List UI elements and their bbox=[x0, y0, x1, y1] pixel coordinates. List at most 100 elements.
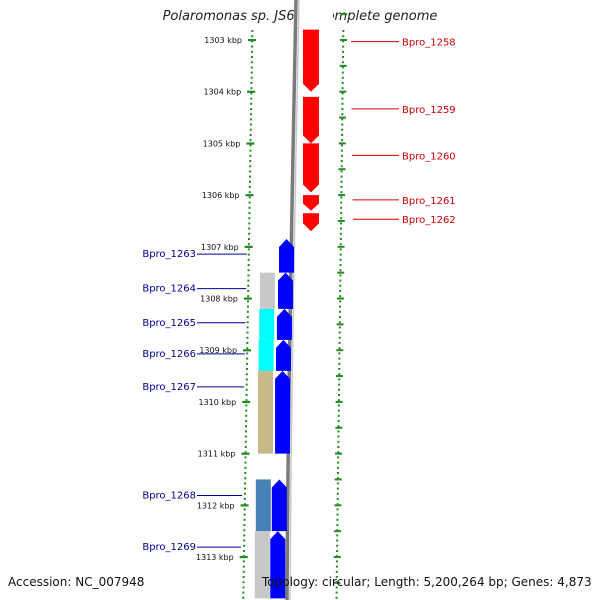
forward-gene-arrow bbox=[303, 195, 319, 211]
ruler-dot bbox=[243, 508, 246, 511]
ruler-dot bbox=[245, 399, 248, 402]
ruler-dot bbox=[242, 586, 245, 589]
ruler-dot bbox=[245, 394, 248, 396]
ruler-dot bbox=[246, 321, 249, 324]
ruler-major-tick bbox=[247, 90, 256, 93]
ruler-dot bbox=[339, 238, 342, 240]
ruler-dot bbox=[341, 66, 344, 69]
ruler-dot bbox=[244, 472, 247, 474]
ruler-dot bbox=[338, 342, 341, 344]
ruler-dot bbox=[245, 420, 248, 422]
ruler-dot bbox=[340, 191, 343, 194]
ruler-dot bbox=[342, 35, 345, 38]
ruler-dot bbox=[336, 487, 339, 490]
ruler-major-tick bbox=[243, 297, 252, 300]
ruler-dot bbox=[247, 295, 250, 298]
ruler-dot bbox=[338, 378, 341, 381]
ruler-dot bbox=[249, 144, 252, 147]
ruler-dot bbox=[248, 222, 251, 225]
ruler-dot bbox=[247, 253, 250, 256]
cog-color-bar bbox=[254, 531, 270, 599]
ruler-dot bbox=[243, 513, 246, 516]
ruler-dot bbox=[336, 492, 339, 495]
ruler-dot bbox=[340, 222, 343, 225]
ruler-dot bbox=[248, 201, 251, 204]
reverse-gene-arrow bbox=[276, 339, 292, 371]
forward-gene-label: Bpro_1258 bbox=[402, 38, 456, 49]
ruler-dot bbox=[337, 472, 340, 474]
forward-gene-arrow bbox=[303, 29, 319, 92]
ruler-dot bbox=[341, 76, 344, 79]
ruler-dot bbox=[340, 160, 343, 162]
forward-gene-label: Bpro_1259 bbox=[402, 105, 456, 116]
ruler-dot bbox=[335, 570, 338, 573]
ruler-dot bbox=[339, 227, 342, 230]
topology-text: Topology: circular; Length: 5,200,264 bp… bbox=[262, 575, 592, 589]
ruler-dot bbox=[339, 274, 342, 277]
ruler-dot bbox=[342, 50, 345, 53]
ruler-dot bbox=[246, 305, 249, 308]
ruler-dot bbox=[247, 284, 250, 287]
ruler-dot bbox=[341, 118, 344, 121]
ruler-dot bbox=[337, 414, 340, 417]
ruler-dot bbox=[340, 206, 343, 209]
ruler-dot bbox=[338, 326, 341, 329]
ruler-dot bbox=[342, 45, 345, 48]
cog-color-bar bbox=[258, 339, 274, 371]
ruler-dot bbox=[335, 565, 338, 568]
ruler-dot bbox=[245, 404, 248, 407]
ruler-major-tick bbox=[241, 452, 250, 455]
ruler-dot bbox=[249, 165, 252, 168]
ruler-minor-tick bbox=[334, 478, 342, 481]
ruler-minor-tick bbox=[335, 426, 343, 429]
ruler-dot bbox=[243, 518, 246, 521]
ruler-major-tick bbox=[244, 245, 253, 248]
reverse-gene-arrow bbox=[275, 370, 291, 454]
ruler-dot bbox=[246, 316, 249, 318]
ruler-minor-tick bbox=[338, 168, 346, 171]
ruler-dot bbox=[245, 383, 248, 386]
ruler-dot bbox=[246, 362, 249, 365]
ruler-dot bbox=[337, 420, 340, 422]
ruler-dot bbox=[339, 269, 342, 272]
ruler-dot bbox=[247, 258, 250, 261]
cog-layer bbox=[254, 272, 275, 599]
ruler-dot bbox=[244, 466, 247, 469]
ruler-minor-tick bbox=[334, 530, 342, 533]
ruler-dot bbox=[245, 373, 248, 376]
ruler-dot bbox=[337, 394, 340, 396]
scale-tick-label: 1303 kbp bbox=[204, 36, 242, 45]
ruler-dot bbox=[335, 560, 338, 563]
ruler-dot bbox=[247, 300, 250, 303]
ruler-dot bbox=[336, 518, 339, 521]
ruler-dot bbox=[246, 310, 249, 313]
ruler-dot bbox=[336, 498, 339, 500]
reverse-gene-arrow bbox=[279, 239, 295, 273]
ruler-dot bbox=[249, 175, 252, 178]
ruler-dot bbox=[338, 336, 341, 339]
ruler-dot bbox=[340, 186, 343, 188]
ruler-dot bbox=[336, 508, 339, 511]
ruler-dot bbox=[342, 56, 345, 58]
ruler-major-tick bbox=[248, 39, 256, 42]
gene-layer bbox=[270, 29, 319, 599]
ruler-dot bbox=[339, 258, 342, 261]
ruler-dot bbox=[251, 35, 254, 38]
ruler-dot bbox=[242, 565, 245, 568]
ruler-minor-tick bbox=[334, 504, 342, 507]
ruler-dot bbox=[338, 357, 341, 360]
ruler-dot bbox=[250, 92, 253, 95]
ruler-dot bbox=[335, 591, 338, 594]
reverse-gene-label: Bpro_1268 bbox=[142, 490, 196, 501]
ruler-dot bbox=[342, 30, 345, 32]
ruler-dot bbox=[244, 477, 247, 480]
ruler-minor-tick bbox=[335, 400, 343, 403]
scale-tick-label: 1304 kbp bbox=[203, 88, 241, 97]
ruler-dot bbox=[243, 550, 246, 552]
backbone-edge bbox=[289, 0, 300, 600]
ruler-dot bbox=[341, 128, 344, 131]
ruler-dot bbox=[248, 227, 251, 230]
ruler-dot bbox=[244, 446, 247, 448]
ruler-dot bbox=[249, 170, 252, 173]
ruler-dot bbox=[336, 503, 339, 506]
